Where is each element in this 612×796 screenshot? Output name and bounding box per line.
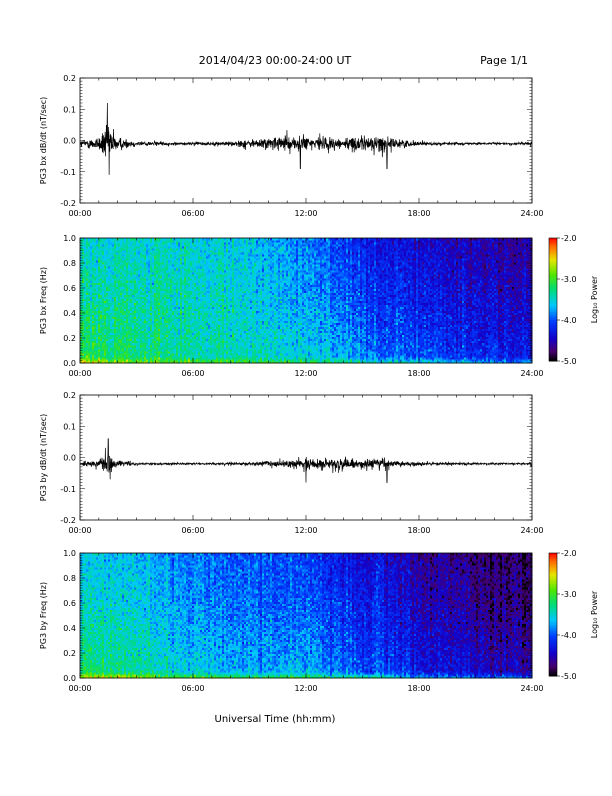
y-tick-label: 0.2 [63, 74, 76, 83]
y-axis-label: PG3 bx dB/dt (nT/sec) [39, 97, 48, 184]
spectrogram-cells [80, 238, 532, 363]
page-number: Page 1/1 [480, 54, 528, 67]
x-tick-label: 00:00 [68, 209, 91, 218]
x-tick-label: 06:00 [181, 209, 204, 218]
x-tick-label: 18:00 [407, 209, 430, 218]
y-tick-label: 0.1 [63, 105, 76, 114]
waveform-trace [80, 103, 532, 175]
header-title: 2014/04/23 00:00-24:00 UT [199, 54, 352, 67]
waveform-panel-1: 0.2 0.1 0.0 -0.1 -0.200:00 06:00 12:00 18:00 24:… [39, 74, 544, 218]
y-tick-label: 0.0 [63, 137, 76, 146]
x-tick-label: 12:00 [294, 209, 317, 218]
x-tick-label: 24:00 [520, 209, 543, 218]
y-tick-label: -0.2 [60, 199, 76, 208]
panels: 0.2 0.1 0.0 -0.1 -0.200:00 06:00 12:00 18:00 24:… [39, 74, 599, 693]
y-tick-label: -0.1 [60, 168, 76, 177]
